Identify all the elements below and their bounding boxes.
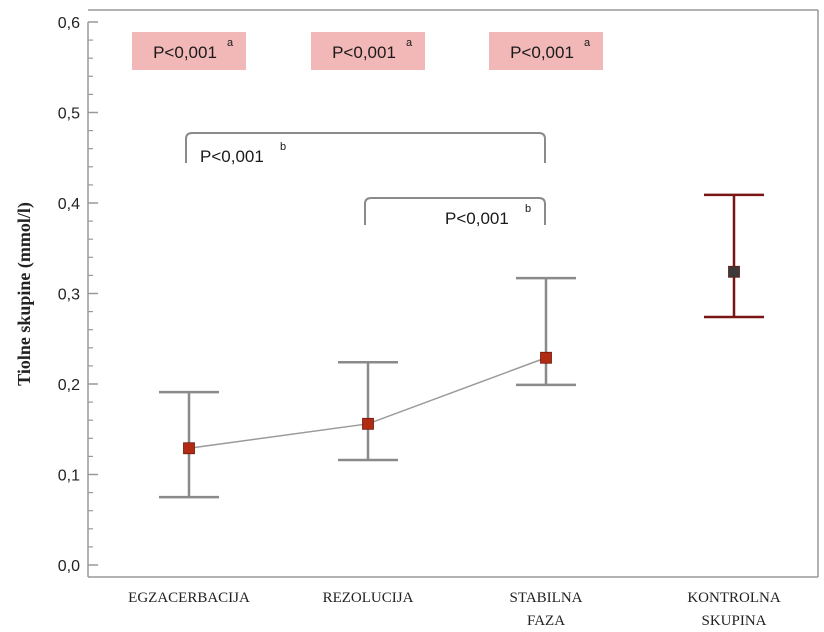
y-tick-label: 0,4	[58, 196, 80, 213]
y-axis-label: Tiolne skupine (mmol/l)	[14, 202, 35, 386]
p-value-superscript: a	[406, 37, 413, 49]
annotations: P<0,001 a P<0,001 a P<0,001 a P<0,001 b P<0,001 b	[132, 32, 603, 228]
p-value-label: P<0,001	[510, 43, 574, 62]
bracket-p-value-superscript: b	[525, 203, 531, 215]
bracket-p-value-label: P<0,001	[200, 147, 264, 166]
p-value-box	[311, 32, 425, 70]
x-category-label: FAZA	[527, 613, 565, 629]
y-tick-label: 0,1	[58, 468, 80, 485]
p-value-label: P<0,001	[153, 43, 217, 62]
p-value-box	[132, 32, 246, 70]
bracket-p-value-superscript: b	[280, 141, 286, 153]
mean-marker	[362, 417, 374, 430]
series-layer	[159, 193, 764, 499]
p-value-superscript: a	[227, 37, 234, 49]
mean-marker	[540, 351, 552, 364]
x-category-label: EGZACERBACIJA	[128, 590, 250, 606]
p-value-label: P<0,001	[332, 43, 396, 62]
mean-marker	[728, 265, 740, 278]
x-category-label: STABILNA	[510, 590, 583, 606]
p-value-box	[489, 32, 603, 70]
y-tick-label: 0,2	[58, 377, 80, 394]
y-tick-label: 0,3	[58, 287, 80, 304]
x-category-label: REZOLUCIJA	[323, 590, 414, 606]
axes: 0,0 0,1 0,2 0,3 0,4 0,5 0,6 EGZACERBACIJA REZOLU…	[58, 9, 819, 629]
x-category-label: KONTROLNA	[687, 590, 780, 606]
significance-bracket	[185, 132, 546, 163]
y-tick-label: 0,0	[58, 558, 80, 575]
p-value-superscript: a	[584, 37, 591, 49]
mean-marker	[183, 442, 195, 455]
bracket-p-value-label: P<0,001	[445, 209, 509, 228]
y-tick-label: 0,5	[58, 106, 80, 123]
significance-bracket	[364, 197, 546, 225]
x-category-label: SKUPINA	[701, 613, 766, 629]
y-tick-label: 0,6	[58, 15, 80, 32]
